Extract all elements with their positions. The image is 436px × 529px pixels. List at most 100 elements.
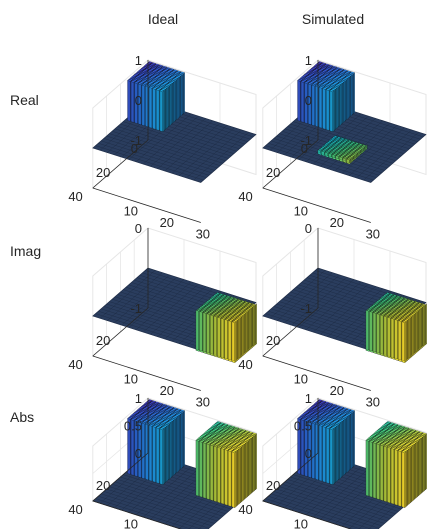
bar-face-side [350,74,353,117]
floor-grid-line [109,133,218,169]
bar-face-front [217,446,221,504]
row-label-abs: Abs [10,409,34,425]
bar-face-front [326,89,330,131]
bar-face-top [150,67,156,70]
bar-face-top [163,69,168,72]
bar-face-front [224,449,228,506]
bar-face-side [170,83,173,125]
bar-face-top [321,62,327,65]
bar-face-front [398,320,402,362]
bar-face-top [157,74,163,77]
bar-face-top [151,83,157,86]
bar-face-top [147,82,153,85]
y-axis-line [92,139,149,189]
column-title-ideal: Ideal [148,11,178,27]
x-tick-label: 30 [196,227,210,242]
bar-face-top [319,68,325,71]
x-tick-label: 30 [196,395,210,410]
bar-face-top [153,86,159,89]
bar-face-top [159,76,165,79]
z-tick-label: 0.5 [124,419,142,434]
bar-face-top [154,81,159,84]
bar-face-side [237,449,239,506]
bar-face-top [178,72,184,76]
bar-face-top [141,67,146,70]
bar-face-side [175,79,177,122]
bar-face-front [329,90,333,132]
bar-face-side [338,85,340,128]
bar-face-front [206,313,210,355]
bar-face-top [156,70,162,73]
x-tick-label: 30 [366,227,380,242]
bar-column [317,149,323,156]
floor-grid-line [112,131,221,166]
bar-face-top [168,77,174,80]
bar-face-top [135,80,141,83]
bar-face-top [167,74,173,77]
bar-face-top [173,69,178,72]
bar-face-top [328,64,334,67]
bar-face-top [143,77,149,81]
bar-face-top [329,68,335,71]
bar-face-side [183,72,185,114]
bar-face-top [138,82,143,85]
bar-face-top [156,75,161,78]
bar-face-top [165,84,170,88]
bar-face-side [172,82,174,124]
bar-face-top [165,66,171,70]
bar-face-front [159,428,163,485]
bar-face-top [154,76,160,79]
bar-face-side [247,440,249,498]
bar-face-top [160,67,166,70]
floor-grid-line [101,140,210,176]
x-tick-label: 10 [124,372,138,387]
bar-face-side [254,434,256,492]
bar-face-top [173,77,179,80]
bar-face-top [142,79,147,82]
bar-face-top [156,83,162,86]
bar-face-side [236,450,238,507]
bar-face-side [417,310,419,353]
bar-face-top [165,80,171,83]
bar-column [329,89,335,132]
bar-face-top [150,63,155,66]
bar-face-side [241,445,244,502]
bar-face-top [162,65,167,69]
z-tick-label: 0 [135,221,142,236]
bar-face-top [150,80,156,83]
bar-face-front [130,81,135,123]
bar-face-front [228,320,232,362]
bar-face-side [165,426,167,483]
z-tick-label: 0 [305,221,312,236]
bar-face-side [183,410,185,467]
bar-face-top [177,73,183,77]
bar-face-side [166,86,169,129]
bar-face-side [237,319,239,361]
bar-face-top [167,78,172,82]
y-tick-label: 0 [131,141,138,156]
bar-face-front [365,310,369,352]
bar-face-top [155,80,161,83]
bar-face-side [336,86,339,129]
bar-face-side [422,305,425,348]
bar-face-front [231,321,235,363]
bar-face-top [142,66,147,69]
bar-face-top [149,76,155,79]
bar-face-top [152,82,158,85]
z-tick-label: -1 [130,301,142,316]
bar-face-top [312,66,317,69]
bar-face-front [213,445,217,503]
bar-face-front [202,442,207,499]
y-tick-label: 20 [96,165,110,180]
bar-face-side [169,422,172,479]
bar-face-top [313,69,318,72]
x-tick-label: 10 [294,204,308,219]
bar-face-side [425,303,427,345]
bar-face-top [156,88,161,91]
y-tick-label: 40 [238,189,252,204]
bar-face-top [149,81,154,84]
y-tick-label: 20 [266,165,280,180]
bar-face-front [311,84,315,127]
